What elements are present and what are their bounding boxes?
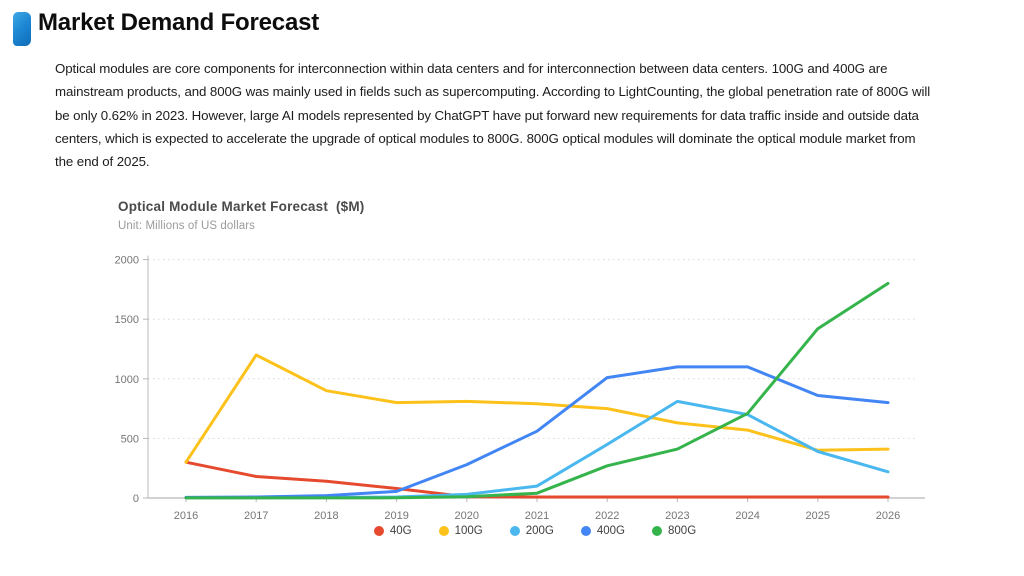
x-tick-label-2021: 2021 — [525, 510, 549, 522]
title-accent-bar-icon — [13, 12, 31, 46]
y-tick-label-1500: 1500 — [115, 314, 139, 326]
intro-paragraph: Optical modules are core components for … — [55, 61, 931, 170]
x-tick-label-2018: 2018 — [314, 510, 338, 522]
legend-item-100G: 100G — [438, 525, 483, 537]
legend-dot-icon-40G — [373, 526, 384, 536]
legend-label-100G: 100G — [454, 525, 483, 537]
y-tick-label-2000: 2000 — [115, 255, 139, 267]
legend-dot-icon-100G — [438, 526, 449, 536]
legend-label-800G: 800G — [668, 525, 697, 537]
legend-dot-icon-200G — [509, 526, 520, 536]
page-title: Market Demand Forecast — [38, 9, 320, 36]
legend-label-200G: 200G — [525, 525, 554, 537]
legend-item-400G: 400G — [580, 525, 626, 537]
legend-label-40G: 40G — [389, 525, 412, 537]
x-tick-label-2023: 2023 — [665, 510, 689, 522]
forecast-line-chart: 0 500 1000 1500 2000 2016 2017 2018 2019 2020 2021… — [115, 255, 925, 522]
x-tick-label-2022: 2022 — [595, 510, 619, 522]
legend-dot-icon-400G — [580, 526, 591, 536]
x-tick-label-2016: 2016 — [174, 510, 198, 522]
y-tick-label-500: 500 — [121, 433, 139, 445]
y-tick-label-0: 0 — [133, 493, 139, 505]
legend-item-40G: 40G — [373, 525, 412, 537]
x-tick-label-2017: 2017 — [244, 510, 268, 522]
series-line-800G — [184, 281, 890, 500]
chart-legend: 40G 100G 200G 400G 800G — [100, 525, 970, 537]
series-line-100G — [184, 353, 890, 464]
x-tick-label-2025: 2025 — [806, 510, 830, 522]
legend-dot-icon-800G — [652, 526, 663, 536]
chart-unit-label: Unit: Millions of US dollars — [118, 220, 256, 232]
series-line-200G — [184, 399, 890, 500]
x-tick-label-2020: 2020 — [455, 510, 479, 522]
chart-section: Optical Module Market Forecast ($M) Unit… — [100, 192, 980, 562]
series-line-400G — [184, 365, 890, 499]
legend-item-800G: 800G — [652, 525, 696, 537]
chart-title: Optical Module Market Forecast ($M) — [118, 199, 365, 214]
legend-item-200G: 200G — [509, 525, 554, 537]
series-line-40G — [184, 460, 890, 499]
x-tick-label-2024: 2024 — [735, 510, 759, 522]
legend-label-400G: 400G — [596, 525, 626, 537]
x-tick-label-2026: 2026 — [876, 510, 900, 522]
y-tick-label-1000: 1000 — [115, 374, 139, 386]
x-tick-label-2019: 2019 — [384, 510, 408, 522]
